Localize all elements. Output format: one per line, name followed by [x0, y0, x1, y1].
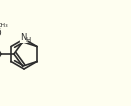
Text: CH₃: CH₃: [0, 23, 8, 28]
Text: H: H: [26, 37, 31, 43]
Text: O: O: [0, 29, 1, 38]
Text: N: N: [21, 33, 27, 42]
